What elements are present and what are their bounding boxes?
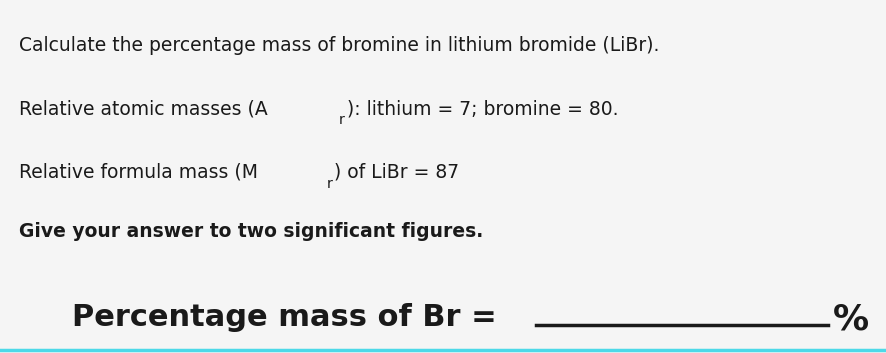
Text: Relative formula mass (M: Relative formula mass (M bbox=[19, 162, 258, 181]
Text: Give your answer to two significant figures.: Give your answer to two significant figu… bbox=[19, 222, 483, 241]
Text: Percentage mass of Br =: Percentage mass of Br = bbox=[72, 303, 507, 331]
Text: r: r bbox=[338, 113, 345, 127]
Text: ) of LiBr = 87: ) of LiBr = 87 bbox=[334, 162, 459, 181]
Text: Calculate the percentage mass of bromine in lithium bromide (LiBr).: Calculate the percentage mass of bromine… bbox=[19, 36, 658, 55]
Text: %: % bbox=[832, 303, 867, 336]
Text: Relative atomic masses (A: Relative atomic masses (A bbox=[19, 100, 268, 119]
Text: ): lithium = 7; bromine = 80.: ): lithium = 7; bromine = 80. bbox=[346, 100, 618, 119]
Text: r: r bbox=[326, 176, 332, 191]
